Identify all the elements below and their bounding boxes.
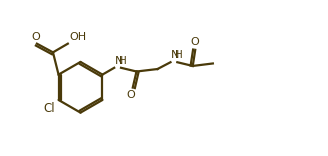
Text: O: O	[127, 90, 135, 100]
Text: O: O	[31, 32, 40, 42]
Text: H: H	[119, 56, 127, 66]
Text: OH: OH	[69, 32, 86, 42]
Text: O: O	[191, 37, 200, 47]
Text: Cl: Cl	[43, 102, 55, 115]
Text: N: N	[114, 56, 123, 66]
Text: H: H	[175, 50, 183, 60]
Text: N: N	[171, 50, 179, 60]
